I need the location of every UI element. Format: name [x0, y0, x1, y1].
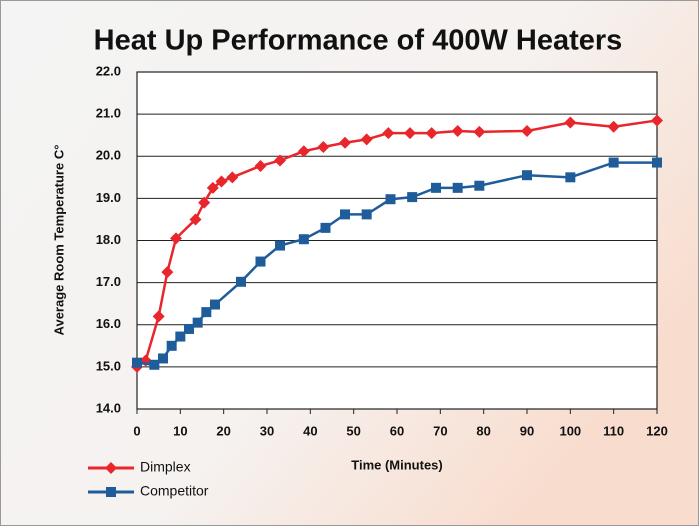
- marker: [340, 209, 350, 220]
- x-tick-label: 90: [520, 423, 534, 438]
- marker: [274, 154, 286, 167]
- marker: [297, 145, 310, 158]
- plot-border: [136, 71, 658, 410]
- marker: [255, 256, 266, 267]
- marker: [565, 172, 576, 183]
- marker: [210, 299, 220, 310]
- legend-label: Dimplex: [140, 459, 191, 475]
- marker: [184, 323, 194, 334]
- marker: [215, 175, 228, 188]
- marker: [361, 209, 372, 220]
- x-axis-label: Time (Minutes): [351, 457, 443, 472]
- x-tick-label: 60: [390, 423, 404, 438]
- marker: [175, 331, 186, 342]
- y-tick-label: 21.0: [96, 106, 121, 121]
- x-tick-label: 70: [433, 423, 447, 438]
- legend-label: Competitor: [140, 483, 209, 499]
- marker: [226, 171, 239, 184]
- marker: [425, 127, 438, 140]
- marker: [152, 310, 165, 323]
- marker: [206, 181, 219, 194]
- marker: [198, 196, 211, 209]
- marker: [360, 133, 373, 146]
- y-tick-label: 17.0: [96, 274, 121, 289]
- marker: [474, 180, 485, 191]
- y-tick-label: 14.0: [96, 400, 121, 415]
- legend-marker: [105, 462, 117, 474]
- marker: [407, 192, 418, 203]
- marker: [431, 182, 441, 193]
- y-tick-label: 20.0: [96, 148, 121, 163]
- y-tick-label: 16.0: [96, 316, 121, 331]
- marker: [298, 234, 309, 245]
- marker: [473, 125, 486, 138]
- marker: [320, 222, 331, 233]
- x-tick-label: 120: [646, 423, 668, 438]
- marker: [166, 340, 177, 351]
- x-tick-label: 10: [173, 423, 187, 438]
- marker: [452, 182, 463, 193]
- marker: [236, 276, 246, 287]
- marker: [522, 170, 532, 181]
- marker: [192, 317, 203, 328]
- marker: [158, 353, 168, 364]
- y-tick-label: 19.0: [96, 190, 121, 205]
- marker: [170, 232, 182, 245]
- x-tick-label: 40: [303, 423, 317, 438]
- marker: [161, 266, 174, 279]
- marker: [651, 114, 663, 127]
- marker: [317, 140, 330, 153]
- legend-marker: [106, 487, 116, 497]
- marker: [382, 127, 395, 140]
- x-tick-label: 50: [346, 423, 360, 438]
- marker: [607, 120, 620, 133]
- chart-title: Heat Up Performance of 400W Heaters: [94, 25, 623, 57]
- marker: [385, 194, 396, 205]
- marker: [404, 127, 416, 140]
- y-tick-label: 22.0: [96, 63, 121, 78]
- marker: [201, 307, 212, 318]
- x-tick-label: 80: [476, 423, 490, 438]
- marker: [149, 359, 160, 370]
- marker: [652, 157, 662, 168]
- marker: [132, 357, 142, 368]
- x-tick-label: 20: [216, 423, 230, 438]
- x-tick-label: 100: [559, 423, 581, 438]
- x-tick-label: 0: [133, 423, 140, 438]
- y-tick-label: 15.0: [96, 358, 121, 373]
- x-tick-label: 110: [603, 423, 624, 438]
- marker: [275, 240, 285, 251]
- x-tick-label: 30: [260, 423, 274, 438]
- marker: [339, 136, 351, 149]
- marker: [254, 159, 267, 172]
- marker: [564, 116, 577, 129]
- y-tick-label: 18.0: [96, 232, 121, 247]
- marker: [451, 124, 464, 137]
- y-axis-label: Average Room Temperature C°: [51, 145, 66, 336]
- marker: [521, 124, 533, 137]
- marker: [189, 213, 202, 226]
- marker: [608, 157, 619, 168]
